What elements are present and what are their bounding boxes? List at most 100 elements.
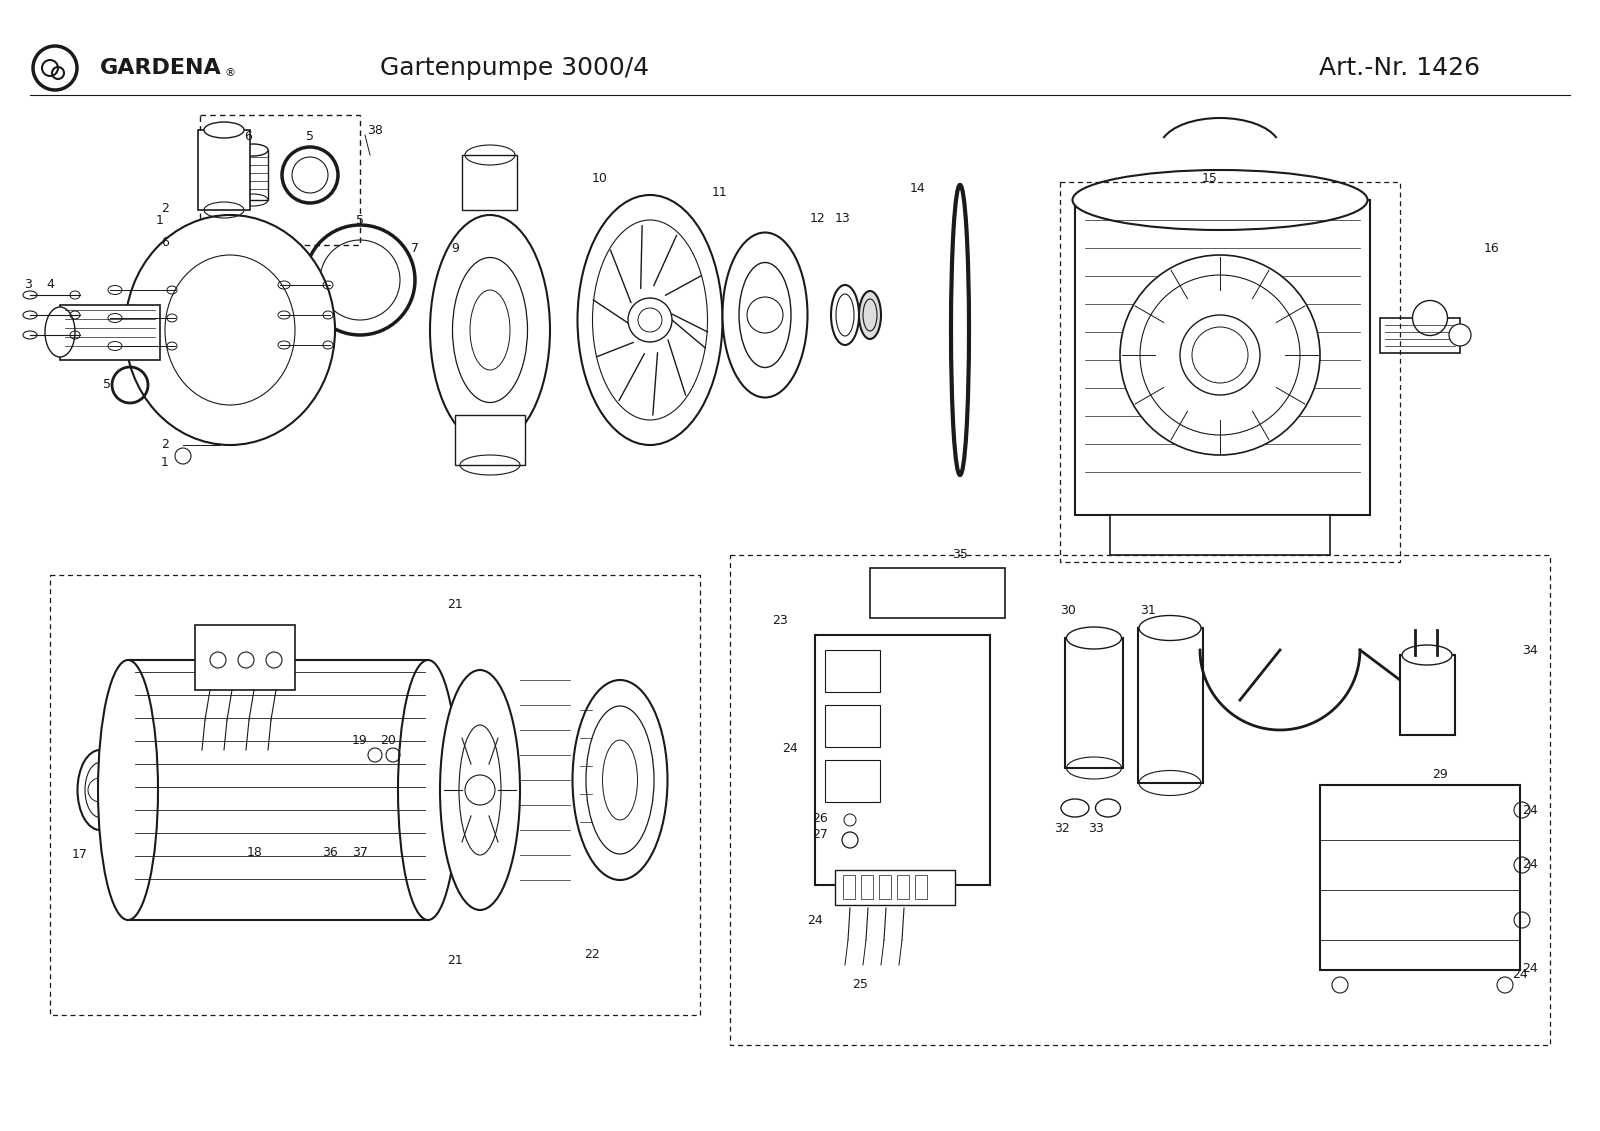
Bar [1059,182,1400,562]
Text: 11: 11 [712,185,728,199]
Ellipse shape [459,725,501,855]
Text: 6: 6 [245,130,251,143]
Text: 23: 23 [773,613,787,627]
Text: 2: 2 [162,439,170,451]
Text: 10: 10 [592,172,608,184]
Bar [1400,655,1454,735]
Circle shape [627,297,672,342]
Ellipse shape [592,221,707,420]
Text: 34: 34 [1522,644,1538,656]
Text: 24: 24 [1522,961,1538,975]
Ellipse shape [165,254,294,405]
Text: 32: 32 [1054,821,1070,835]
Text: 27: 27 [813,829,827,841]
Bar [814,634,990,884]
Ellipse shape [398,661,458,920]
Bar [826,760,880,802]
Text: 20: 20 [381,734,395,746]
Ellipse shape [98,661,158,920]
Ellipse shape [125,215,334,444]
Bar [1110,515,1330,555]
Ellipse shape [1413,301,1448,336]
Bar [826,650,880,692]
Text: 30: 30 [1061,604,1075,616]
Ellipse shape [739,262,790,368]
Text: 22: 22 [584,949,600,961]
Ellipse shape [453,258,528,403]
Ellipse shape [578,195,723,444]
Text: 15: 15 [1202,172,1218,184]
Text: 33: 33 [1088,821,1104,835]
Ellipse shape [77,750,123,830]
Text: 19: 19 [352,734,368,746]
Text: 31: 31 [1141,604,1155,616]
Bar [1320,785,1520,970]
Ellipse shape [859,291,882,339]
Bar [915,875,926,899]
Bar [128,661,429,920]
Ellipse shape [1120,254,1320,455]
Text: 38: 38 [366,123,382,137]
Ellipse shape [1450,323,1470,346]
Bar [238,150,269,200]
Text: 5: 5 [306,130,314,143]
Bar [843,875,854,899]
Bar [826,705,880,746]
Text: 1: 1 [162,456,170,468]
Text: Gartenpumpe 3000/4: Gartenpumpe 3000/4 [381,57,650,80]
Text: 14: 14 [910,181,926,195]
Text: ®: ® [226,68,237,78]
Text: 24: 24 [1512,968,1528,982]
Text: 36: 36 [322,846,338,860]
Bar [835,870,955,905]
Text: 24: 24 [1522,803,1538,817]
Text: 4: 4 [46,278,54,292]
Text: 16: 16 [1485,242,1499,254]
Bar [878,875,891,899]
Bar [861,875,874,899]
Ellipse shape [45,307,75,357]
Bar [1379,318,1459,353]
Text: 37: 37 [352,846,368,860]
Text: 9: 9 [451,242,459,254]
Text: 2: 2 [162,201,170,215]
Ellipse shape [440,670,520,910]
Bar [898,875,909,899]
Bar [50,575,701,1015]
Bar [61,305,160,360]
Bar [454,415,525,465]
Ellipse shape [205,122,243,138]
Bar [195,625,294,690]
Ellipse shape [830,285,859,345]
Text: 24: 24 [1522,858,1538,872]
Ellipse shape [1139,615,1202,640]
Text: 3: 3 [24,278,32,292]
Circle shape [1181,316,1261,395]
Bar [870,568,1005,618]
Bar [462,155,517,210]
Ellipse shape [1067,627,1122,649]
Bar [730,555,1550,1045]
Bar [200,115,360,245]
Text: 25: 25 [853,977,867,991]
Bar [1075,200,1370,515]
Text: 5: 5 [102,379,110,391]
Text: 29: 29 [1432,768,1448,782]
Text: 6: 6 [162,235,170,249]
Text: 18: 18 [246,846,262,860]
Bar [1138,628,1203,783]
Ellipse shape [1402,645,1453,665]
Text: 5: 5 [355,214,365,226]
Bar [1066,638,1123,768]
Text: 24: 24 [806,914,822,926]
Ellipse shape [1096,798,1120,817]
Text: 17: 17 [72,848,88,862]
Ellipse shape [1072,170,1368,230]
Bar [198,130,250,210]
Text: 21: 21 [446,953,462,967]
Ellipse shape [238,144,269,156]
Ellipse shape [430,215,550,444]
Text: 1: 1 [157,214,163,226]
Text: 12: 12 [810,211,826,224]
Text: 7: 7 [411,242,419,254]
